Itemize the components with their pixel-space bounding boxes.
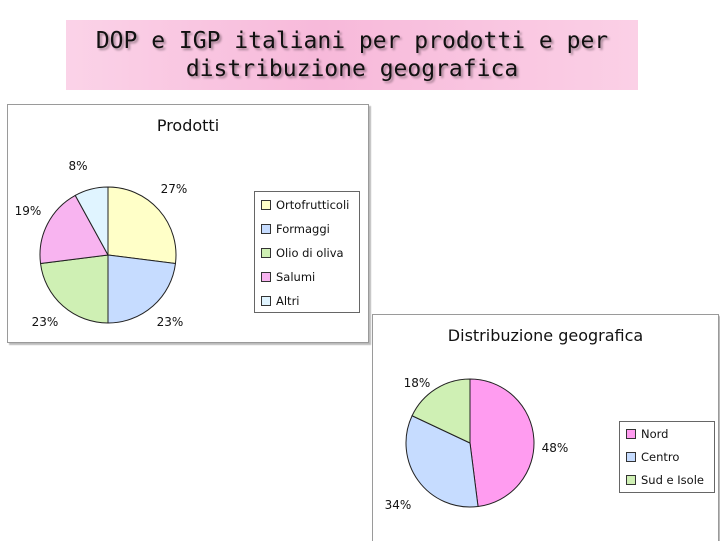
legend-swatch-olio-di-oliva <box>261 248 271 258</box>
value-label-nord: 48% <box>542 441 569 455</box>
legend-item-formaggi: Formaggi <box>261 222 330 236</box>
legend-item-olio-di-oliva: Olio di oliva <box>261 246 344 260</box>
value-label-olio-di-oliva: 23% <box>32 315 59 329</box>
legend-swatch-ortofrutticoli <box>261 200 271 210</box>
legend-distribuzione-geografica: Nord Centro Sud e Isole <box>619 421 715 493</box>
legend-swatch-altri <box>261 296 271 306</box>
pie-slice-sud-e-isole <box>411 378 471 444</box>
chart-title: Distribuzione geografica <box>447 326 644 345</box>
legend-label-formaggi: Formaggi <box>276 222 330 236</box>
value-label-salumi: 19% <box>15 204 42 218</box>
legend-item-centro: Centro <box>626 450 679 464</box>
pie-slice-formaggi <box>107 254 177 324</box>
legend-swatch-nord <box>626 429 636 439</box>
page-title-line-1: DOP e IGP italiani per prodotti e per <box>95 28 609 54</box>
legend-label-altri: Altri <box>276 294 300 308</box>
pie-prodotti: 27% 23% 23% 19% 8% <box>15 159 188 329</box>
page-title-line-2: distribuzione geografica <box>185 56 519 82</box>
legend-swatch-formaggi <box>261 224 271 234</box>
legend-label-nord: Nord <box>641 427 669 441</box>
pie-distribuzione-geografica: 48% 34% 18% <box>385 376 569 512</box>
legend-item-ortofrutticoli: Ortofrutticoli <box>261 198 349 212</box>
legend-item-nord: Nord <box>626 427 668 441</box>
legend-item-sud-e-isole: Sud e Isole <box>626 473 704 487</box>
legend-item-altri: Altri <box>261 294 300 308</box>
value-label-centro: 34% <box>385 498 412 512</box>
pie-slice-nord <box>469 378 535 508</box>
pie-slice-ortofrutticoli <box>107 186 177 265</box>
chart-title: Prodotti <box>156 116 220 135</box>
legend-label-sud-e-isole: Sud e Isole <box>641 473 704 487</box>
title-banner: DOP e IGP italiani per prodotti e per di… <box>66 20 638 90</box>
legend-label-centro: Centro <box>641 450 680 464</box>
value-label-ortofrutticoli: 27% <box>161 182 188 196</box>
legend-swatch-salumi <box>261 272 271 282</box>
legend-prodotti: Ortofrutticoli Formaggi Olio di oliva Salum… <box>254 191 360 313</box>
pie-slice-altri <box>74 186 109 256</box>
legend-swatch-sud-e-isole <box>626 475 636 485</box>
chart-distribuzione-geografica: Distribuzione geografica 48% 34% 18% Nord C… <box>372 314 719 541</box>
chart-prodotti: Prodotti 27% 23% 23% 19% 8% Ortofrutticoli Fo… <box>7 104 369 343</box>
value-label-altri: 8% <box>68 159 87 173</box>
value-label-formaggi: 23% <box>157 315 184 329</box>
pie-slice-olio-di-oliva <box>39 254 109 324</box>
legend-label-salumi: Salumi <box>276 270 316 284</box>
value-label-sud-e-isole: 18% <box>404 376 431 390</box>
legend-swatch-centro <box>626 452 636 462</box>
legend-label-ortofrutticoli: Ortofrutticoli <box>276 198 350 212</box>
legend-label-olio-di-oliva: Olio di oliva <box>276 246 344 260</box>
legend-item-salumi: Salumi <box>261 270 315 284</box>
pie-slice-salumi <box>39 194 109 265</box>
